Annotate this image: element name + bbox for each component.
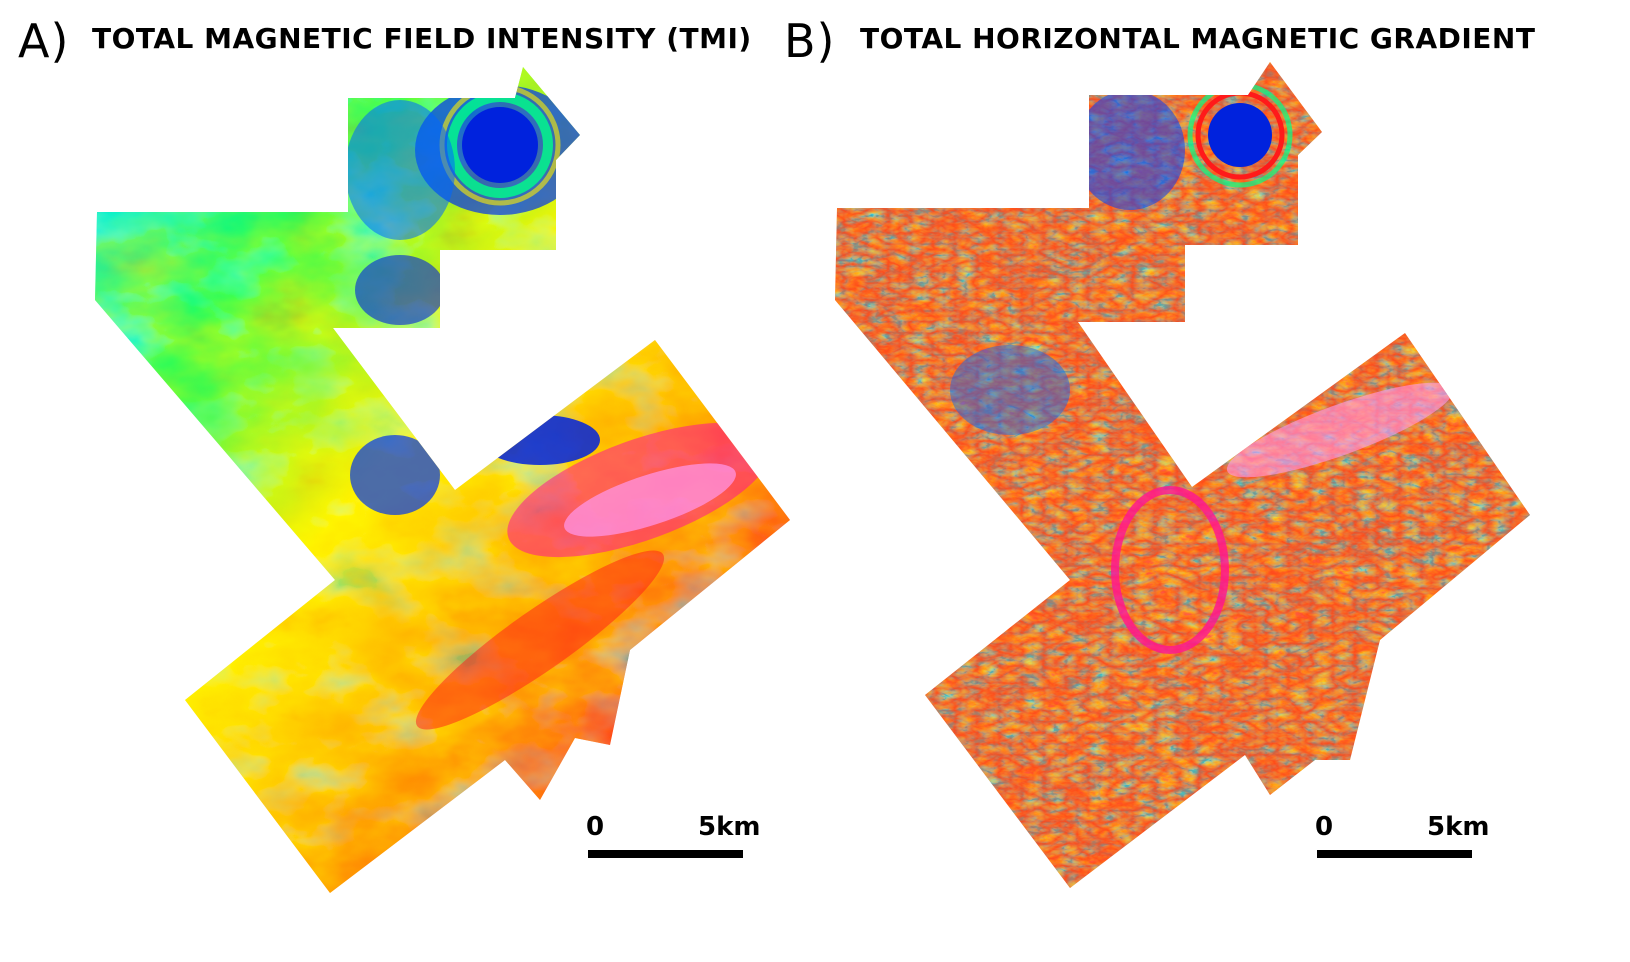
panel-b-title: TOTAL HORIZONTAL MAGNETIC GRADIENT [860, 22, 1536, 55]
scale-a-end-label: 5km [698, 812, 761, 842]
scale-a-start-label: 0 [586, 812, 605, 842]
panel-b-letter: B) [784, 14, 836, 68]
scale-b-bar [1317, 850, 1472, 858]
scale-a-bar [588, 850, 743, 858]
scale-b-start-label: 0 [1315, 812, 1334, 842]
scale-b-end-label: 5km [1427, 812, 1490, 842]
panel-a-title: TOTAL MAGNETIC FIELD INTENSITY (TMI) [92, 22, 752, 55]
panel-a-letter: A) [18, 14, 70, 68]
thg-map [835, 62, 1530, 888]
tmi-map [95, 67, 790, 893]
